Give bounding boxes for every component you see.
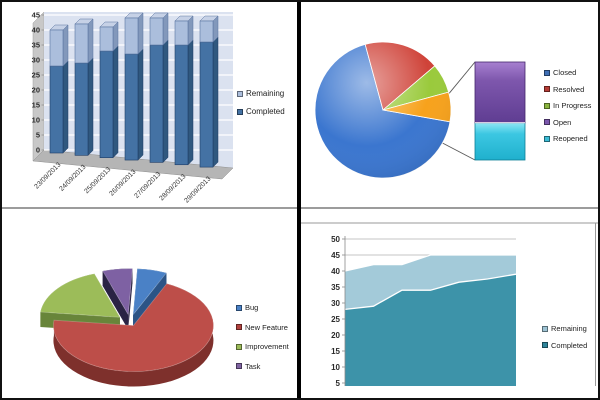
- vertical-divider: [297, 0, 301, 400]
- svg-text:0: 0: [36, 146, 40, 155]
- legend-swatch: [542, 342, 548, 349]
- exploded-pie-chart-3d: [39, 268, 214, 387]
- svg-text:5: 5: [36, 131, 40, 140]
- legend-item-remaining: Remaining: [237, 90, 285, 98]
- legend-item-completed: Completed: [542, 340, 588, 350]
- legend-item-closed: Closed: [544, 69, 591, 77]
- svg-text:15: 15: [32, 101, 40, 110]
- y-axis-labels: 0 5 10 15 20 25 30 35 40 45: [32, 11, 44, 155]
- legend-item-resolved: Resolved: [544, 84, 591, 94]
- legend-label: Reopened: [553, 134, 588, 143]
- legend-label: In Progress: [553, 101, 592, 110]
- legend-label: Bug: [245, 303, 259, 312]
- pie-slices: [314, 41, 452, 179]
- legend-label: Task: [245, 361, 261, 371]
- y-axis: 5 10 15 20 25 30 35 40 45 50: [331, 235, 346, 388]
- legend-item-task: Task: [236, 361, 289, 371]
- legend-swatch: [544, 86, 550, 93]
- svg-text:27/09/2013: 27/09/2013: [133, 171, 162, 200]
- legend-label: Open: [553, 117, 572, 127]
- legend-item-improvement: Improvement: [236, 343, 289, 351]
- svg-text:10: 10: [32, 116, 40, 125]
- quadrant-top-right: [301, 0, 600, 207]
- legend-swatch: [236, 363, 242, 370]
- legend-swatch: [237, 109, 243, 115]
- legend-label: Completed: [246, 107, 285, 116]
- legend-label: New Feature: [245, 322, 288, 332]
- quadrant-bottom-right: 5 10 15 20 25 30 35 40 45 50: [301, 209, 600, 400]
- legend-swatch: [542, 325, 548, 332]
- quadrant-bottom-left: [0, 209, 297, 400]
- legend-item-open: Open: [544, 117, 591, 127]
- legend-swatch: [544, 69, 550, 76]
- legend-item-completed: Completed: [237, 108, 285, 116]
- svg-text:45: 45: [32, 11, 40, 20]
- legend-label: Completed: [551, 340, 588, 350]
- svg-text:24/09/2013: 24/09/2013: [58, 164, 87, 193]
- legend-label: Remaining: [551, 324, 587, 333]
- legend-status-pie: Closed Resolved In Progress Open Reopened: [544, 69, 591, 143]
- legend-label: Closed: [553, 68, 577, 77]
- pie-slices-3d: [39, 268, 214, 387]
- svg-text:35: 35: [331, 283, 340, 292]
- bar-of-pie-chart: [314, 41, 526, 179]
- svg-text:40: 40: [32, 26, 40, 35]
- legend-swatch: [236, 343, 242, 350]
- svg-text:50: 50: [331, 235, 340, 244]
- legend-swatch: [544, 102, 550, 109]
- legend-item-new-feature: New Feature: [236, 322, 289, 332]
- svg-text:25: 25: [32, 71, 40, 80]
- svg-text:26/09/2013: 26/09/2013: [108, 168, 137, 197]
- svg-text:30: 30: [32, 56, 40, 65]
- legend-swatch: [236, 324, 242, 331]
- connector-lines: [442, 61, 476, 161]
- stacked-area-chart: 5 10 15 20 25 30 35 40 45 50: [301, 222, 600, 388]
- legend-issue-type-pie: Bug New Feature Improvement Task: [236, 304, 289, 370]
- bars-group: [49, 12, 219, 168]
- svg-text:25: 25: [331, 315, 340, 324]
- svg-text:29/09/2013: 29/09/2013: [183, 175, 212, 204]
- legend-item-in-progress: In Progress: [544, 102, 591, 110]
- svg-text:40: 40: [331, 267, 340, 276]
- legend-bar-chart: Remaining Completed: [237, 90, 285, 116]
- legend-swatch: [544, 119, 550, 126]
- quadrant-top-left: 0 5 10 15 20 25 30 35 40 45 23/09/2013 24/09/2013 25…: [0, 0, 297, 207]
- svg-text:28/09/2013: 28/09/2013: [158, 173, 187, 202]
- legend-label: Resolved: [553, 84, 585, 94]
- legend-area-chart: Remaining Completed: [542, 325, 587, 349]
- svg-text:35: 35: [32, 41, 40, 50]
- svg-text:10: 10: [331, 363, 340, 372]
- legend-item-reopened: Reopened: [544, 135, 591, 143]
- legend-label: Remaining: [246, 89, 285, 98]
- svg-text:30: 30: [331, 299, 340, 308]
- legend-swatch: [544, 135, 550, 142]
- svg-text:45: 45: [331, 251, 340, 260]
- svg-text:5: 5: [336, 379, 341, 388]
- chart-frame: [301, 222, 600, 386]
- svg-text:23/09/2013: 23/09/2013: [33, 161, 62, 190]
- legend-label: Improvement: [245, 342, 289, 351]
- legend-swatch: [237, 91, 243, 97]
- stacked-bar-chart-3d: 0 5 10 15 20 25 30 35 40 45 23/09/201324/09/201325…: [32, 11, 234, 205]
- svg-text:25/09/2013: 25/09/2013: [83, 166, 112, 195]
- legend-item-remaining: Remaining: [542, 325, 587, 333]
- legend-item-bug: Bug: [236, 304, 289, 312]
- svg-text:20: 20: [331, 331, 340, 340]
- svg-text:15: 15: [331, 347, 340, 356]
- legend-swatch: [236, 304, 242, 311]
- area-series: [344, 254, 517, 386]
- breakout-bar: [474, 61, 526, 161]
- svg-text:20: 20: [32, 86, 40, 95]
